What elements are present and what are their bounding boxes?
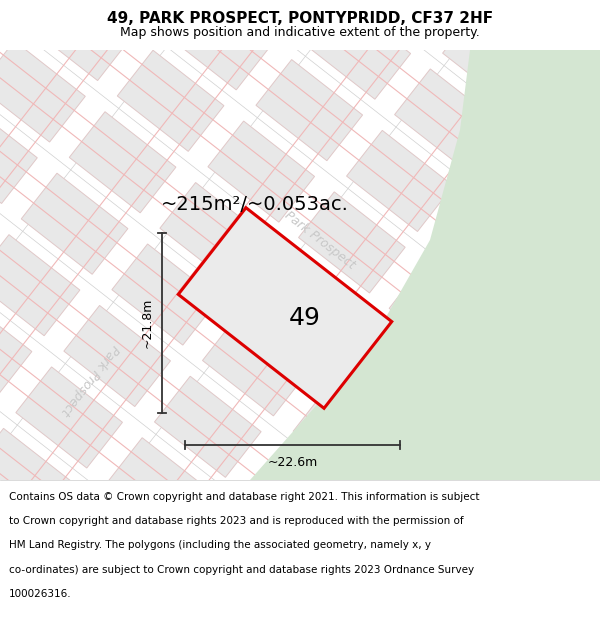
Text: Map shows position and indicative extent of the property.: Map shows position and indicative extent… — [120, 26, 480, 39]
Polygon shape — [0, 296, 32, 398]
Polygon shape — [214, 0, 320, 28]
Text: Park Prospect: Park Prospect — [59, 342, 121, 418]
Text: 49, PARK PROSPECT, PONTYPRIDD, CF37 2HF: 49, PARK PROSPECT, PONTYPRIDD, CF37 2HF — [107, 11, 493, 26]
Polygon shape — [58, 499, 165, 600]
Text: 49: 49 — [289, 306, 321, 330]
Polygon shape — [256, 59, 362, 161]
Polygon shape — [384, 456, 490, 558]
Polygon shape — [576, 211, 600, 312]
Polygon shape — [250, 50, 600, 480]
Polygon shape — [0, 622, 69, 625]
Text: Park Prospect: Park Prospect — [282, 209, 358, 271]
Polygon shape — [16, 367, 122, 468]
Polygon shape — [437, 201, 544, 302]
Polygon shape — [299, 192, 405, 293]
Text: co-ordinates) are subject to Crown copyright and database rights 2023 Ordnance S: co-ordinates) are subject to Crown copyr… — [9, 564, 474, 574]
Polygon shape — [336, 518, 442, 619]
Polygon shape — [160, 182, 266, 284]
Polygon shape — [0, 428, 74, 529]
Text: ~21.8m: ~21.8m — [140, 298, 154, 348]
Text: 100026316.: 100026316. — [9, 589, 71, 599]
Polygon shape — [0, 102, 37, 204]
Polygon shape — [26, 0, 133, 81]
Text: to Crown copyright and database rights 2023 and is reproduced with the permissio: to Crown copyright and database rights 2… — [9, 516, 464, 526]
Polygon shape — [293, 386, 400, 487]
Polygon shape — [432, 395, 538, 496]
Polygon shape — [288, 579, 394, 625]
Polygon shape — [166, 0, 272, 90]
Polygon shape — [533, 78, 600, 179]
Polygon shape — [304, 0, 410, 99]
Polygon shape — [0, 234, 80, 336]
Polygon shape — [69, 112, 176, 213]
Polygon shape — [528, 272, 600, 373]
Polygon shape — [21, 173, 128, 274]
Polygon shape — [245, 447, 352, 548]
Text: Contains OS data © Crown copyright and database right 2021. This information is : Contains OS data © Crown copyright and d… — [9, 492, 479, 502]
Polygon shape — [10, 561, 117, 625]
Polygon shape — [149, 570, 256, 625]
Polygon shape — [480, 334, 586, 434]
Polygon shape — [208, 121, 314, 222]
Polygon shape — [571, 404, 600, 506]
Polygon shape — [0, 41, 85, 142]
Polygon shape — [178, 208, 392, 408]
Polygon shape — [427, 589, 533, 625]
Polygon shape — [352, 0, 458, 38]
Polygon shape — [443, 8, 549, 109]
Polygon shape — [389, 262, 496, 364]
Polygon shape — [0, 0, 43, 10]
Polygon shape — [523, 466, 600, 567]
Polygon shape — [395, 69, 501, 170]
Polygon shape — [347, 131, 453, 231]
Polygon shape — [197, 509, 304, 609]
Polygon shape — [0, 490, 26, 591]
Polygon shape — [485, 140, 592, 241]
Polygon shape — [565, 598, 600, 625]
Polygon shape — [341, 324, 448, 425]
Polygon shape — [64, 306, 170, 406]
Polygon shape — [112, 244, 218, 345]
Text: ~22.6m: ~22.6m — [268, 456, 317, 469]
Polygon shape — [475, 527, 581, 625]
Polygon shape — [118, 50, 224, 151]
Polygon shape — [251, 253, 357, 354]
Polygon shape — [203, 315, 309, 416]
Text: ~215m²/~0.053ac.: ~215m²/~0.053ac. — [161, 196, 349, 214]
Polygon shape — [154, 376, 261, 478]
Text: HM Land Registry. The polygons (including the associated geometry, namely x, y: HM Land Registry. The polygons (includin… — [9, 541, 431, 551]
Polygon shape — [75, 0, 181, 19]
Polygon shape — [106, 438, 213, 539]
